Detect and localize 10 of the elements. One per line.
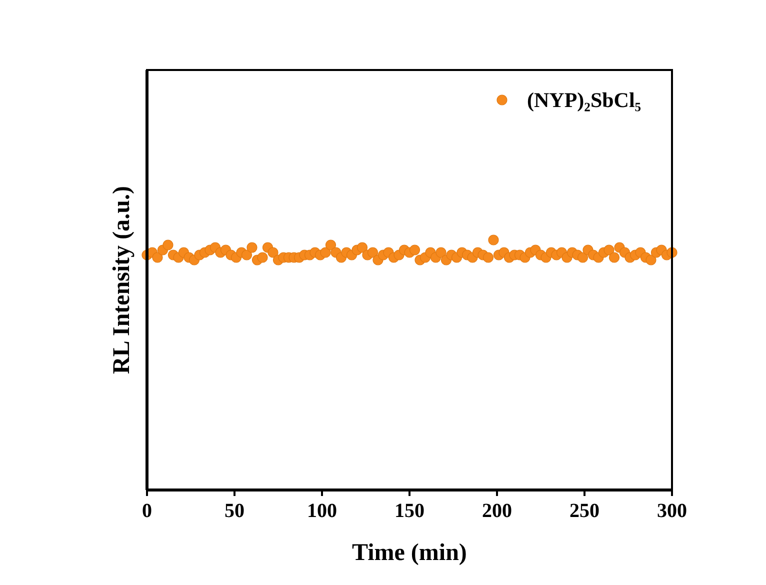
x-tick-label: 100 (307, 500, 337, 522)
x-tick-label: 0 (142, 500, 152, 522)
legend-label: (NYP)₂SbCl₅ (527, 88, 642, 112)
x-tick-label: 50 (224, 500, 244, 522)
x-tick-label: 200 (482, 500, 512, 522)
x-tick-label: 300 (657, 500, 687, 522)
x-axis-title: Time (min) (352, 540, 467, 566)
x-tick-label: 250 (570, 500, 600, 522)
y-axis-title: RL Intensity (a.u.) (109, 186, 135, 374)
x-tick-label: 150 (394, 500, 424, 522)
